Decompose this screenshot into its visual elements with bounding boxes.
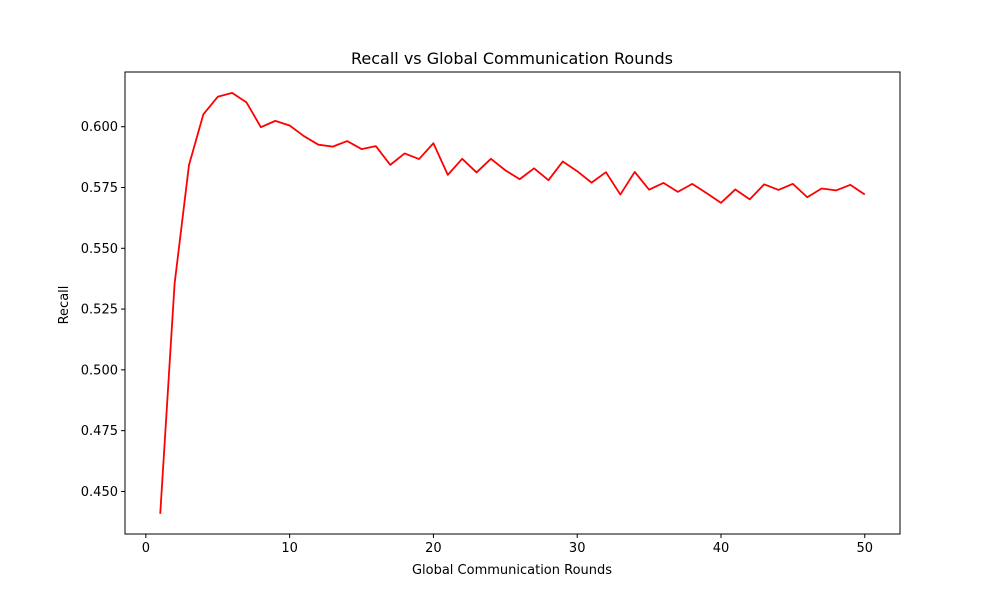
y-tick-label: 0.525 [81, 303, 118, 318]
plot-area [124, 71, 901, 535]
series-line [159, 92, 866, 514]
y-tick-label: 0.450 [81, 485, 118, 500]
y-axis-ticks: 0.450 0.475 0.500 0.525 0.550 0.575 0.600 [81, 120, 125, 500]
x-axis-ticks: 0 10 20 30 40 50 [142, 534, 873, 556]
y-tick-label: 0.575 [81, 181, 118, 196]
x-axis-label: Global Communication Rounds [412, 563, 612, 578]
chart-title: Recall vs Global Communication Rounds [351, 49, 673, 68]
y-tick-label: 0.500 [81, 363, 118, 378]
y-tick-label: 0.475 [81, 424, 118, 439]
series-group [159, 92, 866, 514]
x-tick-label: 30 [569, 541, 586, 556]
y-tick-label: 0.600 [81, 120, 118, 135]
x-tick-label: 0 [142, 541, 150, 556]
x-tick-label: 40 [713, 541, 730, 556]
x-tick-label: 50 [856, 541, 873, 556]
y-axis-label: Recall [57, 286, 72, 325]
x-tick-label: 10 [281, 541, 298, 556]
x-tick-label: 20 [425, 541, 442, 556]
y-tick-label: 0.550 [81, 242, 118, 257]
